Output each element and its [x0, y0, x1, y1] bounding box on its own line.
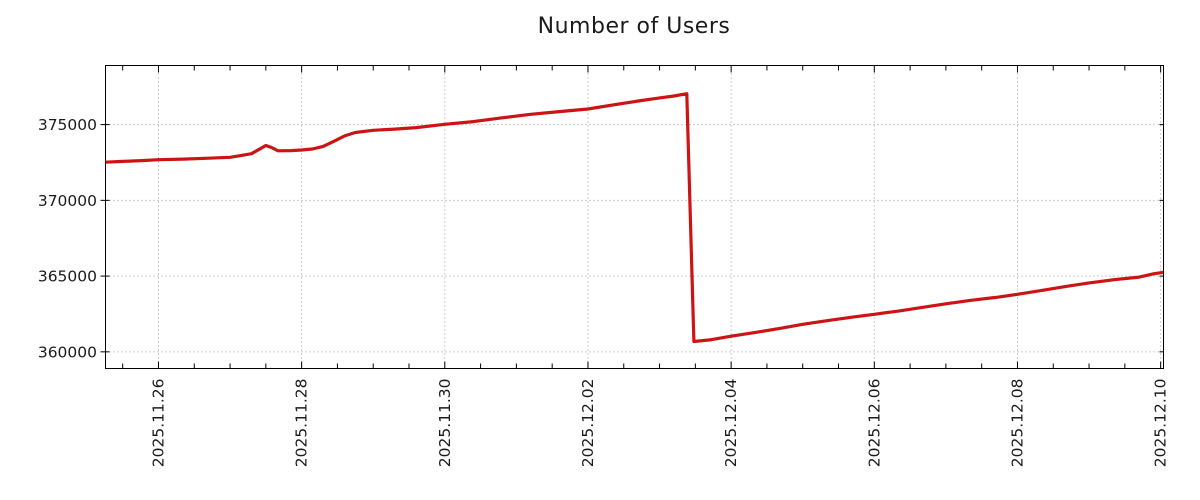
series-line-users [105, 92, 1164, 344]
x-tick-label: 2025.12.08 [1008, 379, 1026, 468]
x-tick-label: 2025.11.30 [436, 378, 454, 467]
y-tick-label: 370000 [38, 192, 97, 210]
y-tick-label: 375000 [38, 116, 97, 134]
y-tick-label: 365000 [38, 268, 97, 286]
chart-title: Number of Users [537, 14, 731, 39]
x-tick-label: 2025.12.04 [722, 379, 740, 468]
x-tick-label: 2025.11.28 [293, 379, 311, 468]
x-tick-label: 2025.12.06 [865, 379, 883, 468]
x-tick-label: 2025.11.26 [149, 379, 167, 468]
y-tick-label: 360000 [38, 343, 97, 361]
plot-border [105, 65, 1164, 369]
x-tick-label: 2025.12.02 [579, 379, 597, 468]
x-tick-label: 2025.12.10 [1152, 379, 1170, 468]
